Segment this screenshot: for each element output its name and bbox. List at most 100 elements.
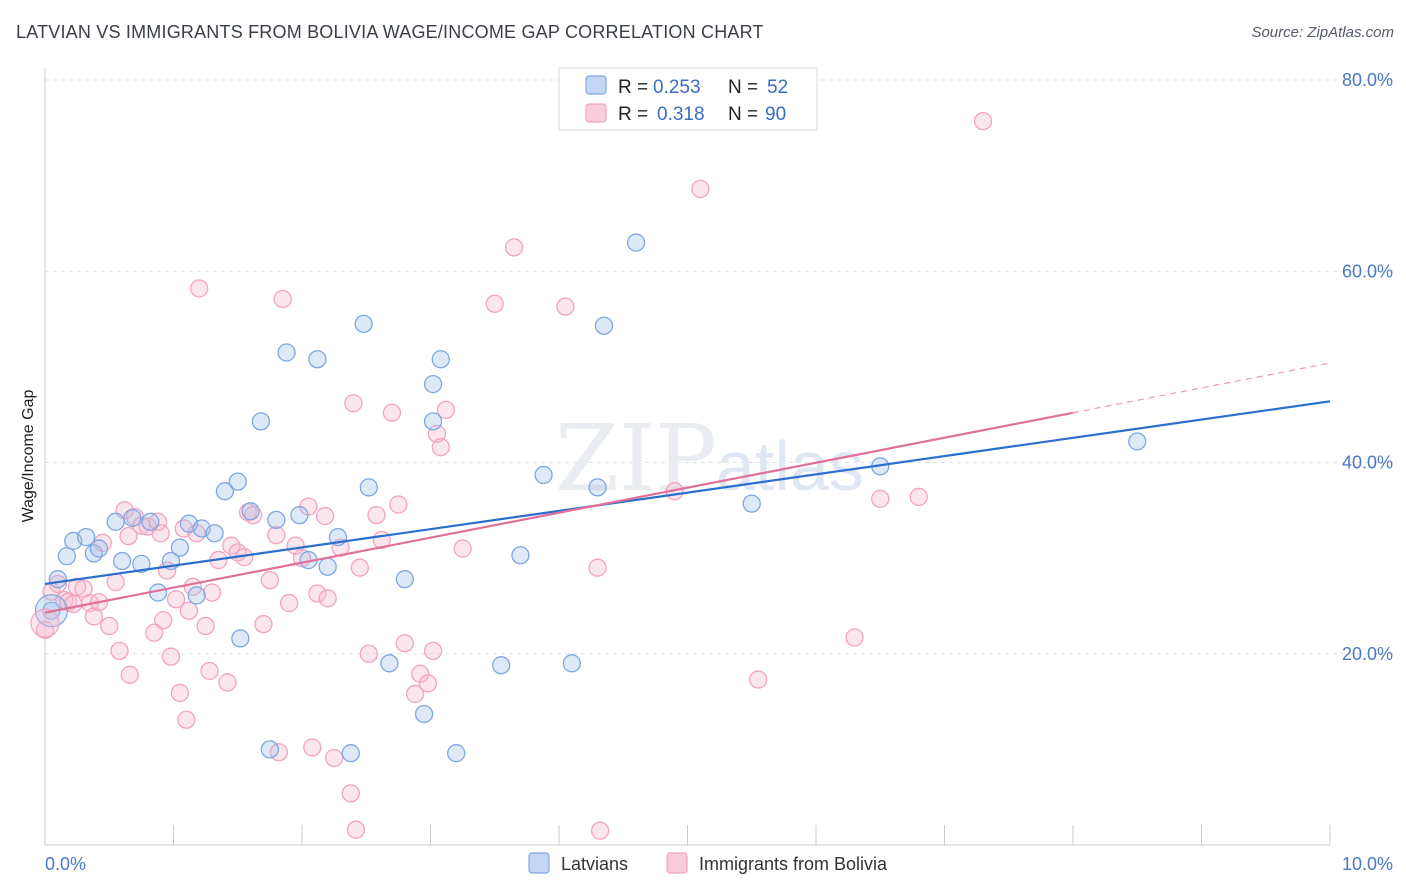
trend-line-latvians bbox=[44, 400, 1331, 586]
point-bolivia bbox=[196, 616, 215, 636]
point-latvians bbox=[318, 557, 337, 576]
point-latvians bbox=[89, 539, 109, 558]
point-bolivia bbox=[218, 673, 237, 692]
point-latvians bbox=[132, 554, 151, 574]
point-bolivia-large bbox=[30, 608, 60, 638]
point-latvians bbox=[141, 512, 160, 531]
point-bolivia bbox=[279, 593, 299, 613]
point-bolivia bbox=[222, 536, 241, 555]
legend-n-label-bolivia: N = bbox=[728, 104, 758, 125]
point-latvians bbox=[359, 478, 378, 497]
point-bolivia bbox=[382, 403, 402, 422]
trend-line-bolivia-extension bbox=[1072, 362, 1331, 414]
point-latvians bbox=[231, 629, 250, 648]
point-bolivia bbox=[405, 684, 425, 704]
point-bolivia bbox=[148, 512, 168, 531]
point-latvians bbox=[414, 704, 434, 724]
point-bolivia bbox=[395, 634, 414, 653]
legend-r-label-bolivia: R = bbox=[618, 104, 648, 125]
watermark: ZIP atlas bbox=[555, 405, 864, 512]
legend-swatch-latvians bbox=[585, 75, 607, 95]
point-latvians bbox=[187, 586, 206, 605]
point-bolivia bbox=[436, 400, 456, 420]
point-bolivia bbox=[588, 558, 607, 577]
point-bolivia bbox=[170, 683, 190, 703]
point-bolivia bbox=[485, 294, 504, 313]
bottom-legend-swatch-bolivia bbox=[666, 852, 688, 874]
point-bolivia bbox=[110, 641, 129, 661]
point-bolivia bbox=[161, 647, 181, 666]
chart-title: LATVIAN VS IMMIGRANTS FROM BOLIVIA WAGE/… bbox=[16, 22, 764, 42]
point-bolivia bbox=[120, 665, 139, 684]
point-bolivia bbox=[350, 558, 369, 577]
watermark-zip: ZIP bbox=[555, 405, 717, 512]
point-latvians bbox=[267, 510, 286, 530]
point-latvians bbox=[562, 654, 581, 673]
point-bolivia bbox=[267, 526, 286, 545]
point-latvians bbox=[511, 546, 530, 565]
legend-swatch-bolivia bbox=[585, 103, 607, 123]
point-bolivia bbox=[200, 661, 219, 681]
bottom-legend-swatch-latvians bbox=[528, 852, 550, 874]
x-tick-label: 10.0% bbox=[1342, 854, 1393, 874]
point-bolivia bbox=[359, 644, 378, 663]
point-bolivia bbox=[504, 238, 524, 257]
point-bolivia bbox=[177, 710, 196, 729]
point-bolivia bbox=[145, 623, 164, 642]
point-bolivia bbox=[315, 506, 335, 526]
point-latvians bbox=[423, 374, 443, 394]
point-latvians bbox=[228, 472, 247, 491]
point-bolivia bbox=[346, 820, 366, 839]
bottom-legend-label-latvians: Latvians bbox=[561, 854, 628, 874]
point-bolivia bbox=[845, 628, 864, 647]
y-tick-labels: 20.0% 40.0% 60.0% 80.0% bbox=[1342, 70, 1393, 664]
grid-lines bbox=[45, 79, 1393, 655]
bottom-legend-label-bolivia: Immigrants from Bolivia bbox=[699, 854, 888, 874]
point-latvians bbox=[205, 524, 224, 543]
point-latvians bbox=[588, 478, 607, 497]
point-bolivia bbox=[909, 487, 928, 507]
point-latvians bbox=[395, 570, 414, 589]
point-bolivia bbox=[190, 279, 209, 298]
point-bolivia bbox=[431, 438, 450, 457]
point-latvians bbox=[626, 233, 646, 252]
point-latvians bbox=[594, 316, 614, 335]
point-bolivia bbox=[260, 570, 280, 590]
point-bolivia bbox=[590, 821, 610, 840]
point-bolivia bbox=[303, 738, 322, 757]
point-latvians bbox=[742, 494, 761, 513]
point-latvians bbox=[447, 744, 466, 763]
point-bolivia bbox=[84, 607, 103, 626]
point-latvians bbox=[57, 547, 76, 566]
point-bolivia bbox=[423, 641, 443, 661]
trend-line-bolivia bbox=[44, 411, 1074, 614]
point-latvians bbox=[241, 502, 260, 521]
legend-r-value-bolivia: 0.318 bbox=[657, 104, 705, 125]
point-latvians bbox=[76, 527, 96, 547]
point-bolivia bbox=[273, 289, 292, 309]
point-latvians bbox=[48, 570, 67, 589]
point-bolivia bbox=[151, 524, 170, 543]
legend-r-value-latvians: 0.253 bbox=[653, 77, 701, 98]
point-bolivia bbox=[324, 748, 344, 768]
point-bolivia bbox=[389, 495, 408, 514]
point-latvians bbox=[170, 538, 190, 557]
point-latvians bbox=[277, 343, 296, 362]
point-latvians bbox=[341, 744, 360, 763]
point-bolivia bbox=[318, 589, 337, 608]
point-bolivia bbox=[556, 297, 575, 316]
point-bolivia bbox=[179, 601, 199, 620]
watermark-atlas: atlas bbox=[716, 427, 864, 505]
y-tick-label: 40.0% bbox=[1342, 453, 1393, 473]
point-bolivia bbox=[202, 583, 222, 602]
y-axis-label: Wage/Income Gap bbox=[20, 390, 37, 523]
series-legend: Latvians Immigrants from Bolivia bbox=[528, 852, 888, 874]
point-bolivia bbox=[100, 616, 119, 636]
x-tick-labels: 0.0% 10.0% bbox=[45, 854, 1393, 874]
correlation-legend: R = 0.253 N = 52 R = 0.318 N = 90 bbox=[558, 67, 818, 131]
point-latvians bbox=[106, 512, 125, 531]
point-bolivia bbox=[749, 670, 768, 689]
point-latvians bbox=[534, 465, 553, 485]
point-bolivia bbox=[254, 614, 273, 634]
